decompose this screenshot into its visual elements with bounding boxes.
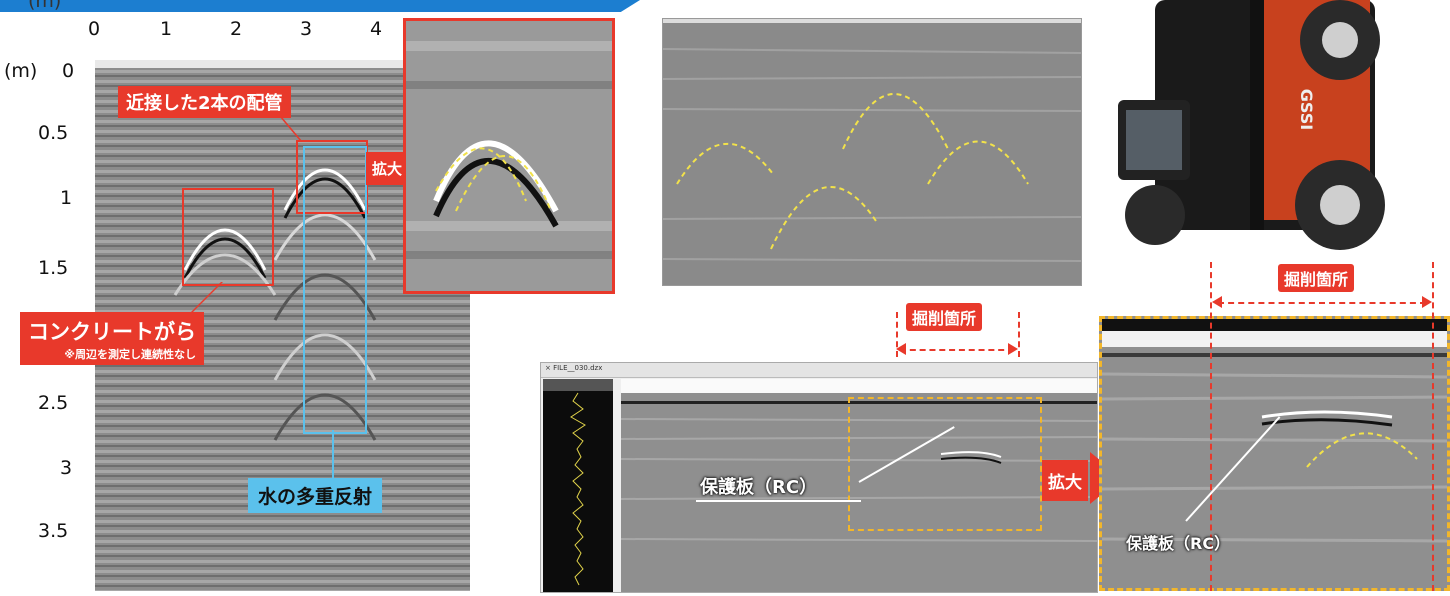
protect-label-right: 保護板（RC） bbox=[1126, 534, 1231, 553]
zoom-callout: 拡大 bbox=[366, 152, 409, 185]
debris-highlight-box bbox=[182, 188, 274, 286]
water-highlight-box bbox=[303, 146, 367, 434]
bottom-radar-image bbox=[621, 379, 1097, 592]
y-tick-1: 1 bbox=[60, 187, 73, 209]
waveform-strip bbox=[543, 379, 613, 592]
excavation-arrow-left-head-a bbox=[896, 343, 906, 355]
y-tick-1.5: 1.5 bbox=[38, 257, 69, 279]
protect-label-underline bbox=[696, 500, 861, 502]
y-tick-3: 3 bbox=[60, 457, 73, 479]
excavation-tick-left-a bbox=[896, 312, 898, 357]
left-radargram-panel: (m) 0 1 2 3 4 (m) 0 0.5 1 1.5 2.5 3 3.5 bbox=[0, 0, 615, 591]
x-tick-0: 0 bbox=[88, 18, 101, 40]
x-tick-3: 3 bbox=[300, 18, 313, 40]
zoom-inset bbox=[403, 18, 615, 294]
protect-label-left: 保護板（RC） bbox=[700, 477, 818, 498]
excavation-tick-left-b bbox=[1018, 312, 1020, 357]
gpr-device-photo: GSSI bbox=[1100, 0, 1430, 256]
excavation-label-left: 掘削箇所 bbox=[906, 303, 983, 331]
excavation-arrow-right-head-a bbox=[1212, 296, 1222, 308]
y-tick-2.5: 2.5 bbox=[38, 392, 69, 414]
pipes-callout: 近接した2本の配管 bbox=[118, 86, 291, 118]
excavation-arrow-right bbox=[1218, 302, 1426, 304]
y-axis-unit: (m) bbox=[4, 60, 38, 82]
software-window: × FILE__030.dzx bbox=[540, 362, 1098, 593]
window-titlebar: × FILE__030.dzx bbox=[541, 363, 1097, 378]
y-tick-0.5: 0.5 bbox=[38, 122, 69, 144]
center-radargram bbox=[662, 18, 1082, 286]
debris-note: ※周辺を測定し連続性なし bbox=[64, 348, 196, 361]
excavation-arrow-left bbox=[900, 349, 1014, 351]
zoom-label-right: 拡大 bbox=[1042, 460, 1088, 501]
excavation-box-small bbox=[848, 397, 1042, 531]
x-tick-2: 2 bbox=[230, 18, 243, 40]
y-tick-3.5: 3.5 bbox=[38, 520, 69, 542]
x-tick-1: 1 bbox=[160, 18, 173, 40]
excavation-tick-right-b bbox=[1432, 262, 1434, 591]
water-connector bbox=[332, 430, 334, 478]
excavation-label-right: 掘削箇所 bbox=[1278, 264, 1355, 292]
excavation-arrow-left-head-b bbox=[1008, 343, 1018, 355]
x-axis-unit: (m) bbox=[28, 0, 62, 12]
debris-callout: コンクリートがら ※周辺を測定し連続性なし bbox=[20, 312, 204, 365]
zoomed-radar-right bbox=[1099, 316, 1450, 591]
debris-title: コンクリートがら bbox=[28, 320, 196, 344]
top-banner bbox=[0, 0, 640, 12]
window-title: × FILE__030.dzx bbox=[545, 364, 603, 372]
water-callout: 水の多重反射 bbox=[248, 478, 383, 513]
excavation-arrow-right-head-b bbox=[1422, 296, 1432, 308]
x-tick-4: 4 bbox=[370, 18, 383, 40]
y-tick-0: 0 bbox=[62, 60, 75, 82]
device-brand-label: GSSI bbox=[1297, 88, 1317, 131]
excavation-tick-right-a bbox=[1210, 262, 1212, 591]
